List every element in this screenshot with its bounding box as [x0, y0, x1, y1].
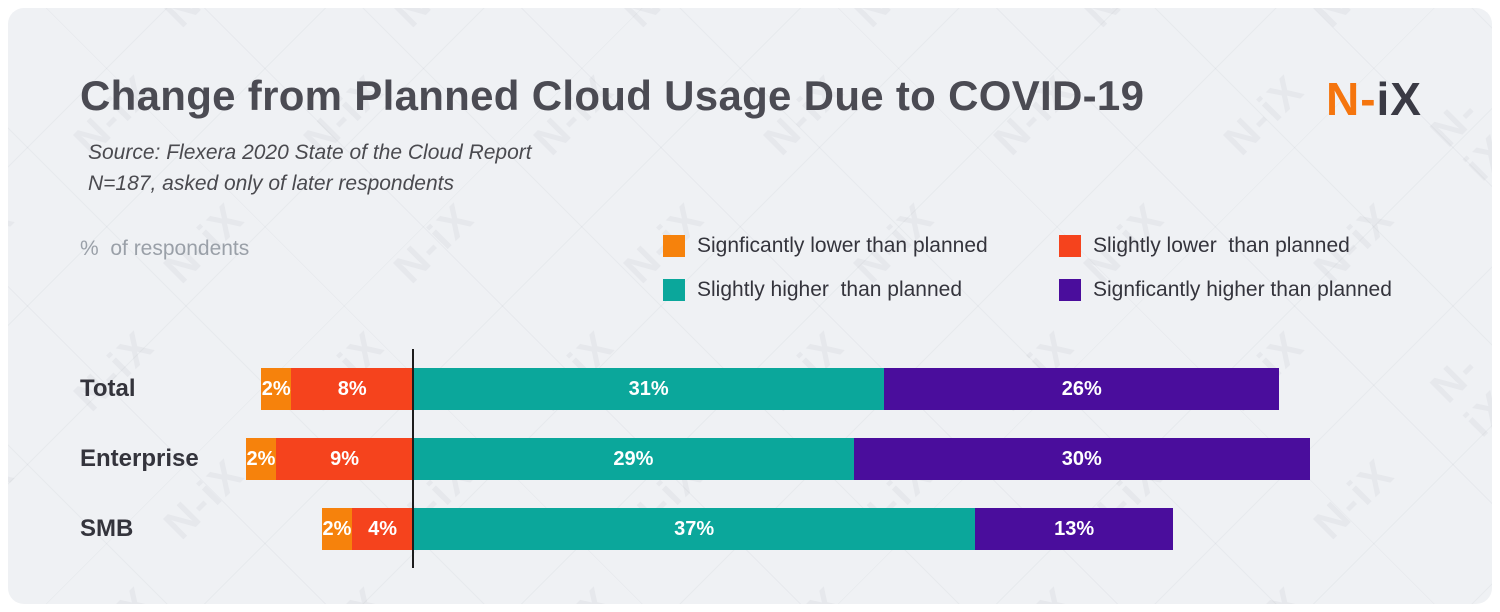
bar-segment: 9% — [276, 438, 413, 480]
background-panel: N-iX N-iX N-iX N-iX N-iX N-iX N-iX N-iX N-iX N-iX… — [8, 8, 1492, 604]
value-label: 2% — [261, 377, 291, 400]
bar-segment: 37% — [413, 508, 976, 550]
chart: Total 2% 8% 31% 26% Enterprise 2% 9% 29% 30% SMB 2%… — [8, 349, 1492, 568]
value-label: 4% — [368, 517, 398, 540]
content-layer: Change from Planned Cloud Usage Due to C… — [8, 8, 1492, 604]
chart-row-enterprise: Enterprise 2% 9% 29% 30% — [8, 438, 1492, 480]
legend-swatch-orange — [663, 235, 685, 257]
source-note: Source: Flexera 2020 State of the Cloud … — [88, 137, 532, 199]
bar-segment: 8% — [291, 368, 413, 410]
legend-swatch-teal — [663, 279, 685, 301]
logo-prefix: N- — [1325, 73, 1377, 125]
bar-segment: 2% — [245, 438, 277, 480]
value-label: 13% — [1054, 517, 1095, 540]
category-label: Total — [80, 375, 136, 402]
source-line-2: N=187, asked only of later respondents — [88, 172, 454, 195]
value-label: 26% — [1061, 377, 1102, 400]
chart-row-smb: SMB 2% 4% 37% 13% — [8, 508, 1492, 550]
legend-label: Signficantly lower than planned — [697, 234, 988, 257]
value-label: 2% — [322, 517, 352, 540]
value-label: 29% — [613, 447, 654, 470]
value-label: 9% — [330, 447, 360, 470]
legend-item-slightly-higher: Slightly higher than planned — [663, 278, 1059, 302]
bar-segment: 26% — [884, 368, 1280, 410]
nix-logo: N-iX — [1326, 72, 1422, 126]
source-line-1: Source: Flexera 2020 State of the Cloud … — [88, 141, 532, 164]
bar-segment: 29% — [413, 438, 854, 480]
value-label: 8% — [337, 377, 367, 400]
bar-segment: 13% — [975, 508, 1173, 550]
bar-segment: 31% — [413, 368, 885, 410]
value-label: 31% — [628, 377, 669, 400]
legend-item-significantly-higher: Signficantly higher than planned — [1059, 278, 1392, 302]
chart-title: Change from Planned Cloud Usage Due to C… — [80, 72, 1145, 119]
legend-label: Slightly lower than planned — [1093, 234, 1350, 257]
chart-row-total: Total 2% 8% 31% 26% — [8, 368, 1492, 410]
legend-swatch-red — [1059, 235, 1081, 257]
value-label: 2% — [246, 447, 276, 470]
legend-label: Signficantly higher than planned — [1093, 278, 1392, 301]
logo-suffix: iX — [1376, 73, 1422, 125]
bar-segment: 2% — [261, 368, 292, 410]
legend: Signficantly lower than planned Slightly… — [663, 234, 1392, 302]
y-axis-label: % of respondents — [80, 237, 250, 260]
bar-segment: 4% — [352, 508, 413, 550]
value-label: 30% — [1061, 447, 1102, 470]
legend-label: Slightly higher than planned — [697, 278, 963, 301]
bar-segment: 2% — [321, 508, 353, 550]
legend-swatch-purple — [1059, 279, 1081, 301]
bar-segment: 30% — [853, 438, 1310, 480]
legend-item-significantly-lower: Signficantly lower than planned — [663, 234, 1059, 258]
category-label: Enterprise — [80, 445, 199, 472]
legend-item-slightly-lower: Slightly lower than planned — [1059, 234, 1392, 258]
zero-axis-line — [412, 349, 414, 568]
value-label: 37% — [674, 517, 715, 540]
category-label: SMB — [80, 515, 134, 542]
